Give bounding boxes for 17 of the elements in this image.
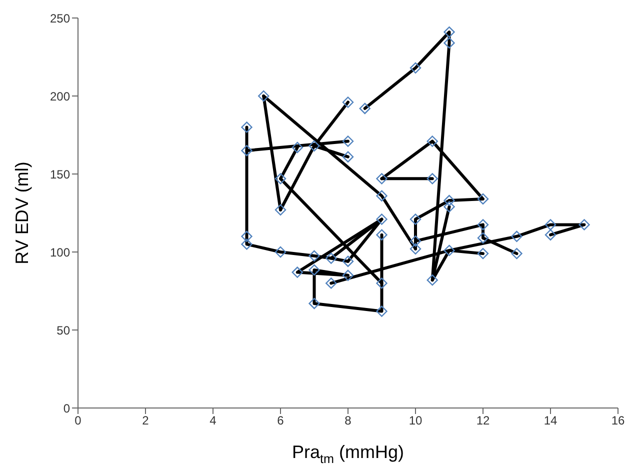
x-axis-title: Pra$_{tm}$ (mmHg) <box>292 442 404 466</box>
y-tick-label: 0 <box>63 401 70 416</box>
y-tick-label: 250 <box>50 11 70 26</box>
x-tick-label: 16 <box>611 414 625 428</box>
x-tick-label: 14 <box>544 414 558 428</box>
y-tick-label: 100 <box>50 245 70 260</box>
x-tick-label: 12 <box>476 414 490 428</box>
x-tick-label: 0 <box>74 414 82 428</box>
y-tick-label: 200 <box>50 89 70 104</box>
y-tick-label: 50 <box>56 323 70 338</box>
x-tick-label: 2 <box>142 414 150 428</box>
x-tick-label: 8 <box>344 414 352 428</box>
x-tick-label: 4 <box>210 414 217 428</box>
x-tick-label: 6 <box>277 414 284 428</box>
x-tick-label: 10 <box>408 414 422 428</box>
y-axis-title: RV EDV (ml) <box>12 162 32 264</box>
y-tick-label: 150 <box>50 167 70 182</box>
